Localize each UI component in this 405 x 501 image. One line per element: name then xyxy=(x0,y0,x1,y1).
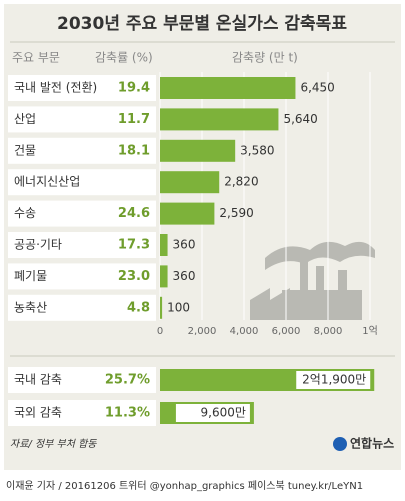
category-label: 에너지신산업 xyxy=(14,175,80,189)
row-label-box xyxy=(8,232,156,258)
x-tick-label: 8,000 xyxy=(314,326,343,337)
category-label: 농축산 xyxy=(14,300,47,314)
value-label: 5,640 xyxy=(283,112,317,126)
value-label-box xyxy=(175,404,250,422)
bar xyxy=(160,77,296,99)
category-label: 폐기물 xyxy=(14,269,47,283)
x-tick-label: 2,000 xyxy=(188,326,217,337)
rate-label: 24.6 xyxy=(118,206,150,221)
row-label-box xyxy=(8,263,156,290)
x-tick-label: 4,000 xyxy=(230,326,259,337)
value-label: 6,450 xyxy=(300,81,334,95)
rate-label: 11.3% xyxy=(105,406,150,421)
value-label: 2억1,900만 xyxy=(302,373,366,387)
rate-label: 17.3 xyxy=(118,238,150,253)
category-label: 국내 감축 xyxy=(14,373,62,387)
bar xyxy=(160,234,168,256)
category-label: 건물 xyxy=(14,143,36,157)
rate-label: 4.8 xyxy=(127,300,150,315)
rate-label: 25.7% xyxy=(105,373,150,388)
category-label: 국외 감축 xyxy=(14,406,62,420)
credit: 이재윤 기자 / 20161206 트위터 @yonhap_graphics 페… xyxy=(6,479,363,492)
value-label: 100 xyxy=(167,300,190,314)
x-tick-label: 6,000 xyxy=(272,326,301,337)
logo: 연합뉴스 xyxy=(333,436,394,451)
rate-label: 11.7 xyxy=(118,112,150,127)
x-tick-label: 1억 xyxy=(362,325,378,337)
source: 자료/ 정부 부처 합동 xyxy=(10,438,97,450)
value-label: 3,580 xyxy=(240,143,274,157)
bar xyxy=(160,265,168,288)
value-label: 360 xyxy=(173,238,196,252)
bar xyxy=(160,171,220,194)
value-label-box xyxy=(296,371,371,389)
row-label-box xyxy=(8,106,156,133)
bar xyxy=(160,296,163,319)
row-label-box xyxy=(8,400,156,426)
value-label: 2,820 xyxy=(224,175,258,189)
logo-icon xyxy=(333,437,347,451)
bar xyxy=(160,202,215,225)
value-label: 360 xyxy=(173,269,196,283)
category-label: 산업 xyxy=(14,112,36,126)
bar xyxy=(160,139,236,162)
x-tick-label: 0 xyxy=(157,326,163,337)
category-header: 주요 부문 xyxy=(12,51,60,65)
category-label: 공공·기타 xyxy=(14,238,62,252)
rate-label: 18.1 xyxy=(118,143,150,158)
row-label-box xyxy=(8,294,156,321)
category-label: 국내 발전 (전환) xyxy=(14,81,97,95)
row-label-box xyxy=(8,169,156,196)
value-label: 2,590 xyxy=(219,206,253,220)
value-label: 9,600만 xyxy=(201,406,246,420)
bar xyxy=(160,108,279,131)
row-label-box xyxy=(8,75,156,101)
logo-text: 연합뉴스 xyxy=(350,436,394,451)
row-label-box xyxy=(8,137,156,164)
factory-illustration xyxy=(250,241,375,320)
category-label: 수송 xyxy=(14,206,36,220)
rate-label: 19.4 xyxy=(118,81,150,96)
row-label-box xyxy=(8,367,156,393)
rate-label: 23.0 xyxy=(118,269,150,284)
row-label-box xyxy=(8,200,156,227)
chart-title: 2030년 주요 부문별 온실가스 감축목표 xyxy=(57,14,347,34)
rate-header: 감축률 (%) xyxy=(95,51,153,65)
value-header: 감축량 (만 t) xyxy=(232,51,298,65)
